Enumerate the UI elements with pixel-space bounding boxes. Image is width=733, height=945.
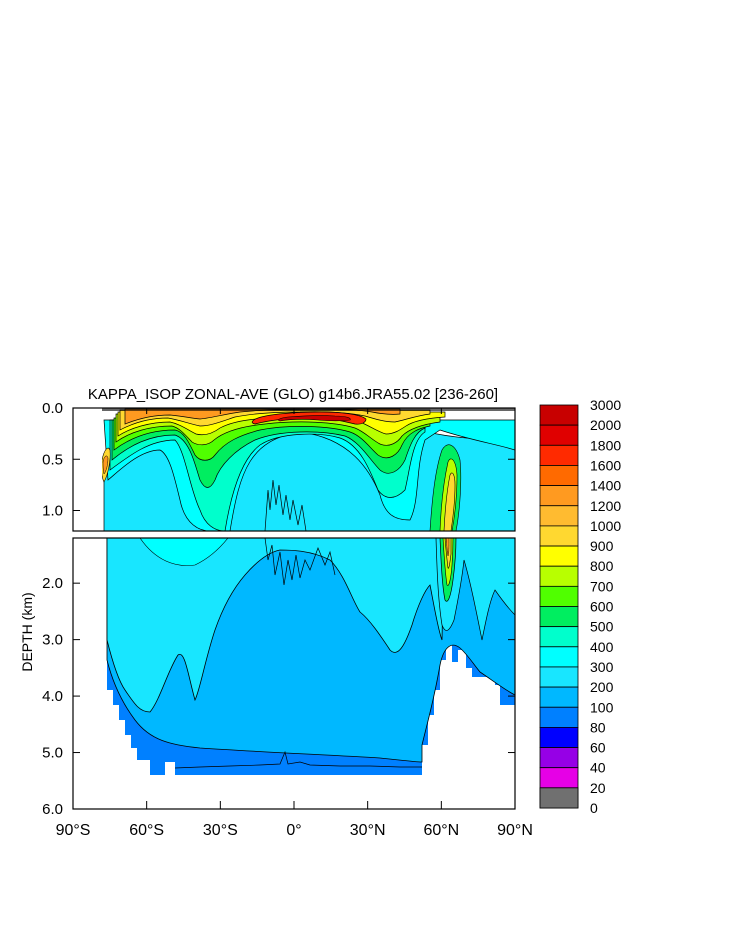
colorbar-label: 600 bbox=[590, 599, 614, 615]
colorbar: 3000200018001600140012001000900800700600… bbox=[539, 397, 621, 816]
colorbar-swatch bbox=[539, 646, 579, 668]
upper-contour-bands bbox=[100, 408, 515, 531]
x-tick-label: 60°N bbox=[423, 822, 459, 839]
colorbar-swatch bbox=[539, 404, 579, 426]
colorbar-label: 300 bbox=[590, 659, 614, 675]
band-south-edge-core bbox=[102, 455, 109, 475]
x-axis: 90°S 60°S 30°S 0° 30°N 60°N 90°N bbox=[56, 408, 533, 839]
y-tick-label: 1.0 bbox=[42, 503, 63, 520]
colorbar-swatch bbox=[539, 505, 579, 527]
colorbar-swatch bbox=[539, 424, 579, 446]
colorbar-label: 1400 bbox=[590, 478, 621, 494]
colorbar-swatch bbox=[539, 767, 579, 789]
north-column-400 bbox=[435, 538, 515, 641]
y-tick-label: 6.0 bbox=[42, 801, 63, 818]
x-tick-label: 90°S bbox=[56, 822, 91, 839]
colorbar-label: 2000 bbox=[590, 417, 621, 433]
colorbar-swatch bbox=[539, 585, 579, 607]
colorbar-label: 1600 bbox=[590, 457, 621, 473]
y-tick-label: 5.0 bbox=[42, 745, 63, 762]
x-tick-label: 60°S bbox=[129, 822, 164, 839]
x-tick-label: 0° bbox=[286, 822, 301, 839]
colorbar-swatch bbox=[539, 465, 579, 487]
band-north-column-1000 bbox=[443, 472, 456, 531]
colorbar-label: 500 bbox=[590, 619, 614, 635]
colorbar-label: 1200 bbox=[590, 498, 621, 514]
north-column-1400 bbox=[445, 538, 450, 557]
y-tick-label: 3.0 bbox=[42, 632, 63, 649]
y-tick-label: 0.5 bbox=[42, 451, 63, 468]
upper-seamount-noise bbox=[264, 479, 307, 531]
colorbar-swatch bbox=[539, 706, 579, 728]
colorbar-label: 1000 bbox=[590, 518, 621, 534]
colorbar-swatch bbox=[539, 485, 579, 507]
colorbar-swatch bbox=[539, 545, 579, 567]
band-1200-1600 bbox=[124, 408, 401, 425]
upper-panel bbox=[72, 407, 516, 532]
colorbar-swatch bbox=[539, 787, 579, 809]
colorbar-swatch bbox=[539, 747, 579, 769]
colorbar-label: 80 bbox=[590, 719, 606, 735]
bottom-roughness bbox=[174, 750, 422, 769]
colorbar-label: 800 bbox=[590, 558, 614, 574]
ocean-400-band bbox=[106, 538, 445, 713]
y-tick-label: 4.0 bbox=[42, 688, 63, 705]
colorbar-label: 60 bbox=[590, 740, 606, 756]
upper-y-axis: 0.0 0.5 1.0 bbox=[42, 400, 515, 520]
colorbar-label: 900 bbox=[590, 538, 614, 554]
x-tick-label: 30°N bbox=[350, 822, 386, 839]
x-tick-label: 90°N bbox=[497, 822, 533, 839]
colorbar-label: 20 bbox=[590, 780, 606, 796]
y-tick-label: 2.0 bbox=[42, 575, 63, 592]
colorbar-label: 200 bbox=[590, 679, 614, 695]
colorbar-label: 0 bbox=[590, 800, 598, 816]
colorbar-swatch bbox=[539, 444, 579, 466]
colorbar-label: 40 bbox=[590, 760, 606, 776]
surface-layer bbox=[100, 408, 515, 411]
chart-title: KAPPA_ISOP ZONAL-AVE (GLO) g14b6.JRA55.0… bbox=[88, 386, 498, 403]
y-axis-label: DEPTH (km) bbox=[19, 592, 35, 671]
colorbar-swatch bbox=[539, 666, 579, 688]
upper-land-antarctica bbox=[73, 408, 102, 531]
colorbar-label: 3000 bbox=[590, 397, 621, 413]
colorbar-label: 400 bbox=[590, 639, 614, 655]
lower-panel bbox=[72, 537, 516, 810]
colorbar-label: 1800 bbox=[590, 437, 621, 453]
colorbar-label: 100 bbox=[590, 699, 614, 715]
colorbar-label: 700 bbox=[590, 578, 614, 594]
x-tick-label: 30°S bbox=[203, 822, 238, 839]
y-tick-label: 0.0 bbox=[42, 400, 63, 417]
ocean-500-band bbox=[139, 538, 229, 566]
lower-seamount-noise bbox=[264, 538, 336, 586]
colorbar-swatch bbox=[539, 606, 579, 628]
colorbar-swatch bbox=[539, 686, 579, 708]
lower-y-axis: 2.0 3.0 4.0 5.0 6.0 bbox=[42, 575, 515, 818]
colorbar-swatch bbox=[539, 565, 579, 587]
colorbar-swatch bbox=[539, 525, 579, 547]
colorbar-swatch bbox=[539, 626, 579, 648]
colorbar-swatch bbox=[539, 727, 579, 748]
band-2000-3000 bbox=[278, 415, 351, 422]
